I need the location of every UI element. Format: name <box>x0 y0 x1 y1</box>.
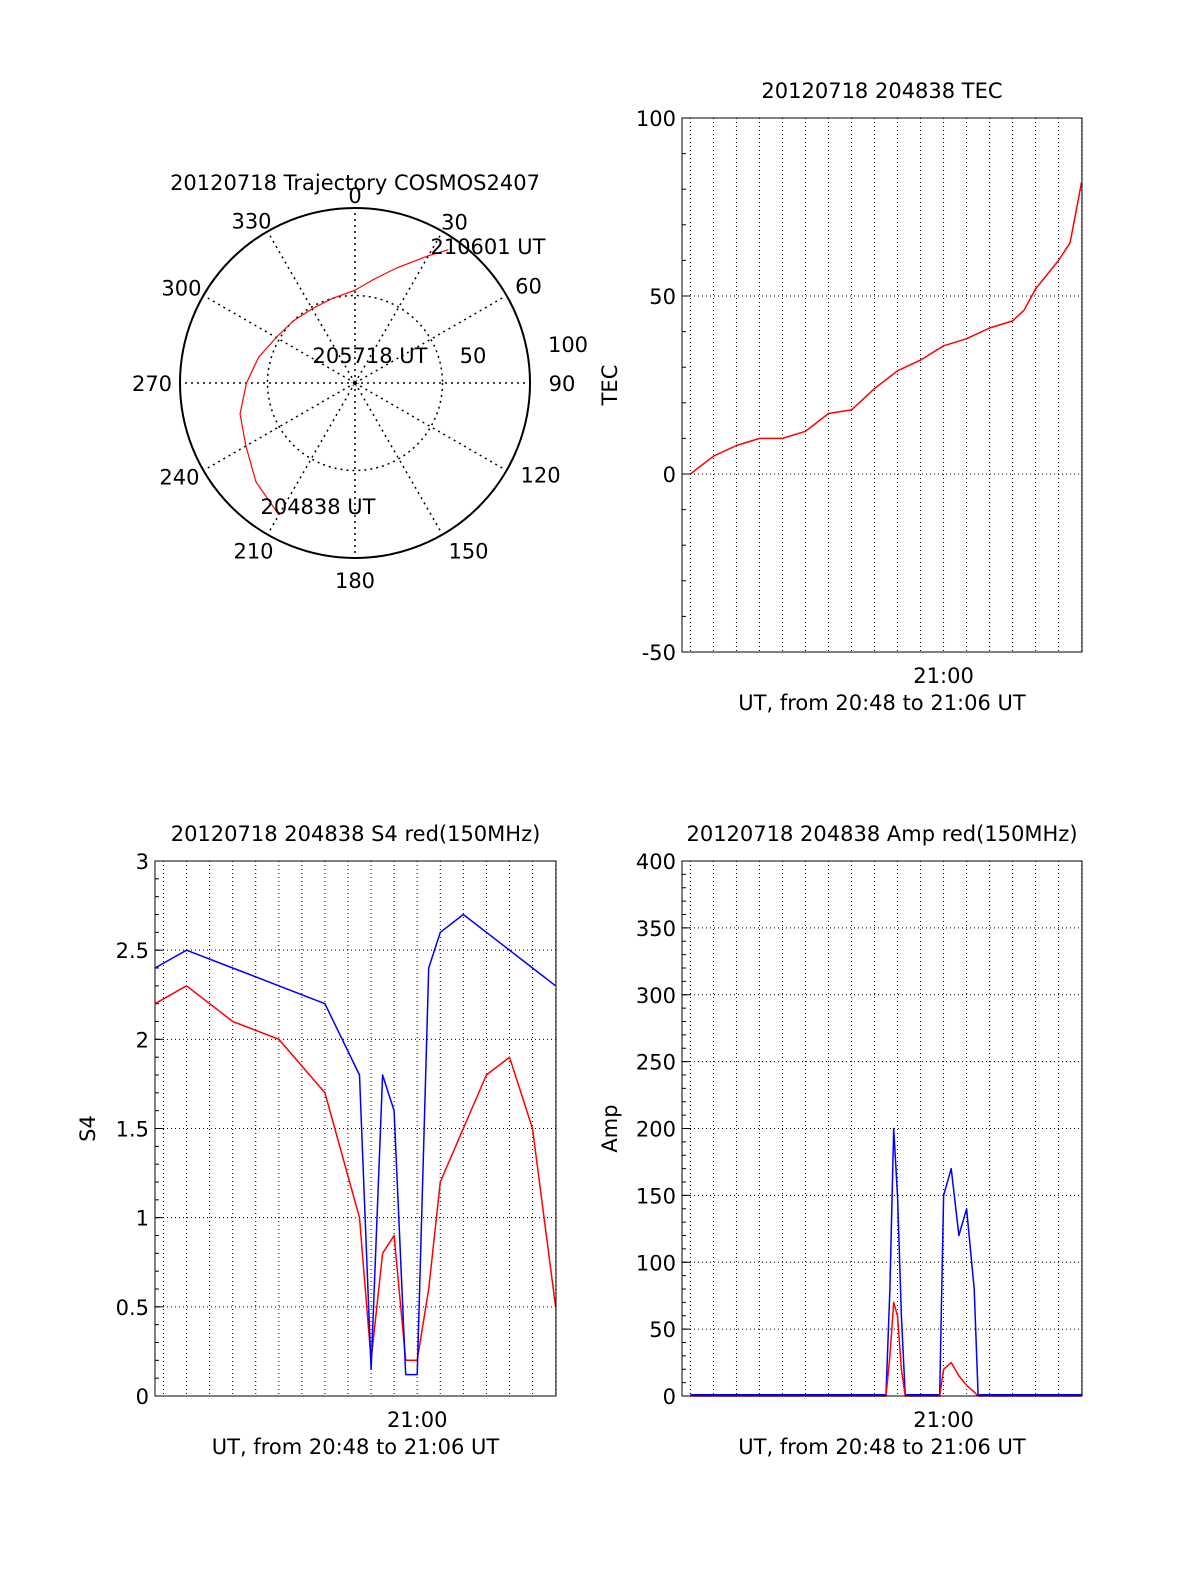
polar-azimuth-label: 330 <box>231 209 271 233</box>
tec-title: 20120718 204838 TEC <box>761 79 1002 103</box>
polar-azimuth-label: 30 <box>441 210 468 234</box>
s4-xtick-label: 21:00 <box>387 1408 448 1432</box>
s4-ylabel: S4 <box>76 1115 100 1142</box>
s4-ytick-label: 1.5 <box>116 1118 149 1142</box>
polar-azimuth-label: 90 <box>549 372 576 396</box>
s4-ytick-label: 2 <box>136 1028 149 1052</box>
tec-ytick-label: 0 <box>663 463 676 487</box>
polar-spoke <box>266 231 356 384</box>
tec-line-chart: 20120718 204838 TEC -50 0 50 100 21:00 UT, fro… <box>598 79 1083 715</box>
polar-spoke <box>354 382 444 535</box>
trajectory-annotation: 205718 UT <box>312 344 427 368</box>
trajectory-line <box>239 249 449 516</box>
tec-series-0 <box>689 181 1083 475</box>
tec-xtick-label: 21:00 <box>913 664 974 688</box>
polar-azimuth-label: 300 <box>161 277 201 301</box>
polar-azimuth-label: 240 <box>159 466 199 490</box>
s4-xlabel: UT, from 20:48 to 21:06 UT <box>212 1435 500 1459</box>
polar-azimuth-label: 150 <box>448 540 488 564</box>
tec-ylabel: TEC <box>598 365 622 407</box>
amp-ytick-label: 200 <box>636 1118 676 1142</box>
polar-spoke <box>354 382 507 472</box>
polar-radial-label: 100 <box>548 333 588 357</box>
s4-ytick-label: 0.5 <box>116 1296 149 1320</box>
amp-ytick-label: 350 <box>636 917 676 941</box>
amp-series-0 <box>690 1127 1082 1396</box>
polar-azimuth-label: 210 <box>233 540 273 564</box>
s4-plot-frame <box>154 860 557 1397</box>
tec-plot-frame <box>681 117 1083 653</box>
amp-xlabel: UT, from 20:48 to 21:06 UT <box>738 1435 1026 1459</box>
amp-ytick-label: 150 <box>636 1184 676 1208</box>
s4-ytick-label: 3 <box>136 850 149 874</box>
tec-ytick-label: 100 <box>636 107 676 131</box>
polar-title: 20120718 Trajectory COSMOS2407 <box>170 171 540 195</box>
amp-ytick-label: 400 <box>636 850 676 874</box>
polar-azimuth-label: 0 <box>348 184 361 208</box>
amp-ytick-label: 50 <box>649 1318 676 1342</box>
amp-title: 20120718 204838 Amp red(150MHz) <box>686 822 1077 846</box>
amp-ytick-label: 0 <box>663 1385 676 1409</box>
amp-ylabel: Amp <box>598 1104 622 1152</box>
amp-ytick-label: 250 <box>636 1051 676 1075</box>
polar-spoke <box>203 382 356 472</box>
s4-series-1 <box>154 913 557 1376</box>
trajectory-annotation: 204838 UT <box>260 495 375 519</box>
polar-center <box>351 379 359 387</box>
s4-title: 20120718 204838 S4 red(150MHz) <box>171 822 541 846</box>
polar-radial-label: 50 <box>460 344 487 368</box>
s4-ytick-label: 0 <box>136 1385 149 1409</box>
polar-azimuth-label: 180 <box>335 569 375 593</box>
polar-spoke <box>266 382 356 535</box>
tec-xlabel: UT, from 20:48 to 21:06 UT <box>738 691 1026 715</box>
s4-line-chart: 20120718 204838 S4 red(150MHz) 0 0.5 1 1.5 2 2… <box>76 822 557 1459</box>
s4-ytick-label: 1 <box>136 1207 149 1231</box>
polar-spoke <box>354 294 507 384</box>
polar-azimuth-label: 120 <box>521 464 561 488</box>
amp-ytick-label: 300 <box>636 984 676 1008</box>
amp-ytick-label: 100 <box>636 1251 676 1275</box>
polar-azimuth-label: 60 <box>515 275 542 299</box>
polar-spoke <box>203 294 356 384</box>
tec-ytick-label: 50 <box>649 285 676 309</box>
tec-ytick-label: -50 <box>642 641 676 665</box>
amp-plot-frame <box>681 860 1083 1397</box>
s4-ytick-label: 2.5 <box>116 939 149 963</box>
amp-line-chart: 20120718 204838 Amp red(150MHz) 0 50 100 150… <box>598 822 1083 1459</box>
polar-azimuth-label: 270 <box>132 372 172 396</box>
trajectory-annotation: 210601 UT <box>430 235 545 259</box>
polar-inner-circle <box>266 294 444 472</box>
polar-spoke <box>354 231 444 384</box>
amp-xtick-label: 21:00 <box>913 1408 974 1432</box>
s4-series-0 <box>154 985 557 1362</box>
